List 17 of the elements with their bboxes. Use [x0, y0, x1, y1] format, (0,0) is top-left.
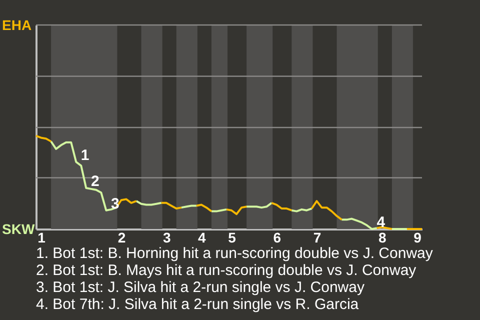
x-tick-label: 8 [378, 230, 386, 246]
text: 3. Bot 1st: J. Silva hit a 2-run single vs J. Conway [36, 279, 366, 296]
x-tick-label: 6 [273, 230, 282, 246]
text: 2. Bot 1st: B. Mays hit a run-scoring double vs J. Conway [36, 262, 418, 279]
annotation: 2 [90, 173, 100, 190]
text: 4. Bot 7th: J. Silva hit a 2-run single vs R. Garcia [36, 296, 360, 313]
x-tick-label: 1 [38, 230, 46, 246]
annotation: 1 [80, 146, 90, 164]
x-tick-label: 4 [198, 230, 206, 246]
x-tick-label: 3 [162, 230, 171, 246]
x-tick-label: 7 [313, 230, 322, 246]
x-tick-label: 2 [118, 230, 126, 246]
text: EHA [2, 17, 32, 33]
text: 1. Bot 1st: B. Horning hit a run-scoring double vs J. Conway [36, 245, 433, 262]
text: SKW [2, 221, 35, 237]
x-tick-label: 9 [414, 230, 422, 246]
x-tick-label: 5 [228, 230, 236, 246]
